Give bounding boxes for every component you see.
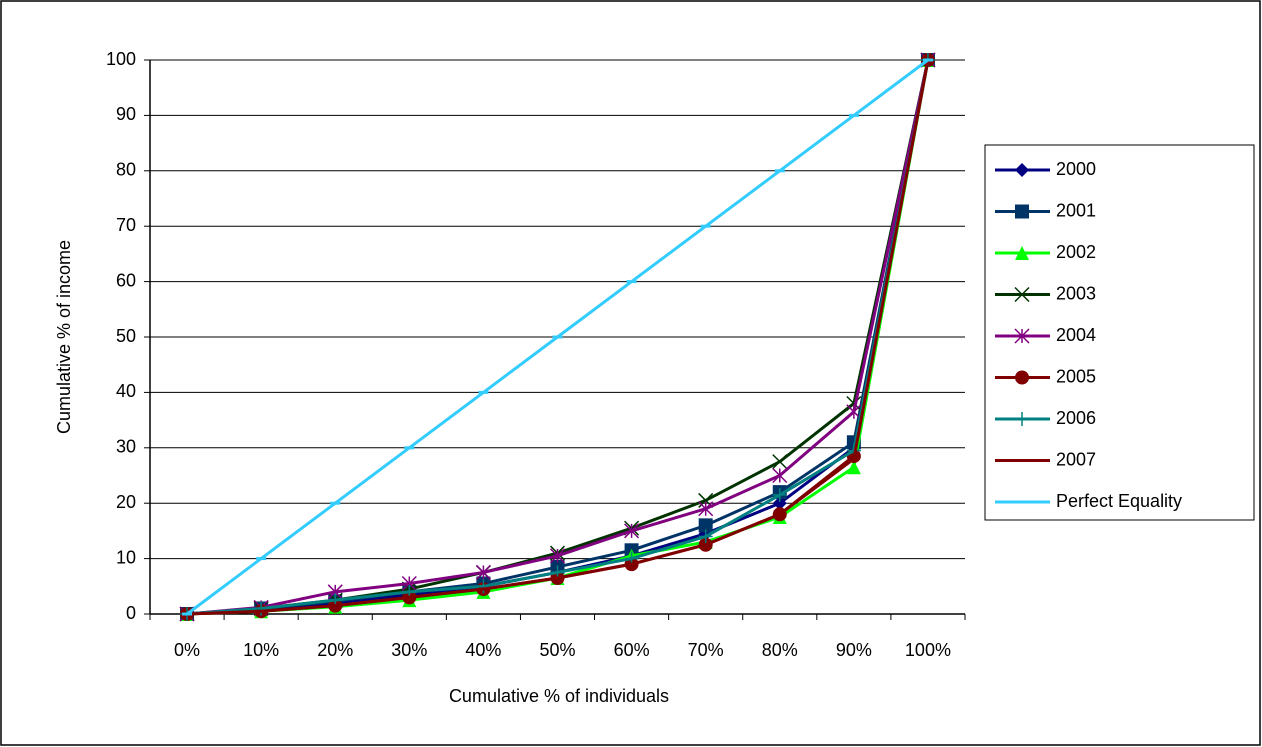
x-tick-label: 10% bbox=[243, 640, 279, 660]
x-tick-label: 30% bbox=[391, 640, 427, 660]
legend-label: 2005 bbox=[1056, 366, 1096, 386]
y-tick-label: 30 bbox=[116, 437, 136, 457]
legend-box bbox=[984, 144, 1255, 521]
marker bbox=[698, 501, 714, 517]
marker bbox=[1015, 370, 1029, 385]
marker bbox=[772, 467, 788, 484]
y-tick-label: 40 bbox=[116, 381, 136, 401]
legend-label: 2007 bbox=[1056, 449, 1096, 469]
marker bbox=[846, 404, 862, 420]
x-tick-label: 60% bbox=[614, 640, 650, 660]
x-tick-label: 70% bbox=[688, 640, 724, 660]
marker bbox=[846, 460, 861, 475]
marker bbox=[1014, 328, 1030, 344]
marker bbox=[1015, 163, 1029, 177]
marker bbox=[772, 454, 788, 470]
legend-label: 2006 bbox=[1056, 408, 1096, 428]
marker bbox=[698, 529, 713, 544]
marker bbox=[475, 564, 491, 580]
legend-label: 2001 bbox=[1056, 200, 1096, 220]
y-tick-label: 100 bbox=[106, 49, 136, 69]
y-tick-label: 10 bbox=[116, 547, 136, 567]
x-tick-label: 100% bbox=[905, 640, 951, 660]
y-tick-label: 80 bbox=[116, 160, 136, 180]
marker bbox=[1015, 412, 1029, 426]
x-tick-label: 50% bbox=[539, 640, 575, 660]
legend-label: 2004 bbox=[1056, 325, 1096, 345]
marker bbox=[549, 548, 566, 564]
y-tick-label: 0 bbox=[126, 603, 136, 623]
marker bbox=[1014, 286, 1030, 303]
marker bbox=[698, 518, 713, 533]
y-tick-label: 50 bbox=[116, 326, 136, 346]
marker bbox=[624, 523, 640, 539]
legend-label: Perfect Equality bbox=[1056, 491, 1182, 511]
marker bbox=[254, 601, 269, 616]
y-axis-title: Cumulative % of income bbox=[54, 240, 74, 434]
y-tick-label: 90 bbox=[116, 104, 136, 124]
x-tick-label: 20% bbox=[317, 640, 353, 660]
y-tick-label: 20 bbox=[116, 492, 136, 512]
x-tick-label: 40% bbox=[465, 640, 501, 660]
marker bbox=[772, 496, 787, 511]
legend-label: 2000 bbox=[1056, 159, 1096, 179]
legend-label: 2003 bbox=[1056, 283, 1096, 303]
legend-label: 2002 bbox=[1056, 242, 1096, 262]
x-tick-label: 90% bbox=[836, 640, 872, 660]
x-tick-label: 80% bbox=[762, 640, 798, 660]
x-tick-label: 0% bbox=[174, 640, 200, 660]
marker bbox=[1015, 246, 1029, 260]
y-tick-label: 70 bbox=[116, 215, 136, 235]
x-axis-title: Cumulative % of individuals bbox=[449, 686, 669, 706]
marker bbox=[476, 579, 491, 594]
y-tick-label: 60 bbox=[116, 270, 136, 290]
marker bbox=[772, 487, 787, 502]
marker bbox=[1015, 204, 1029, 219]
